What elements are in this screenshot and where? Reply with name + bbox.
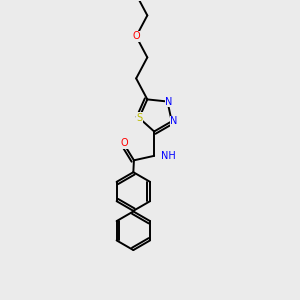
- Text: O: O: [132, 32, 140, 41]
- Text: O: O: [121, 138, 128, 148]
- Text: NH: NH: [161, 151, 176, 161]
- Text: N: N: [165, 97, 173, 106]
- Text: N: N: [170, 116, 178, 126]
- Text: S: S: [136, 113, 142, 123]
